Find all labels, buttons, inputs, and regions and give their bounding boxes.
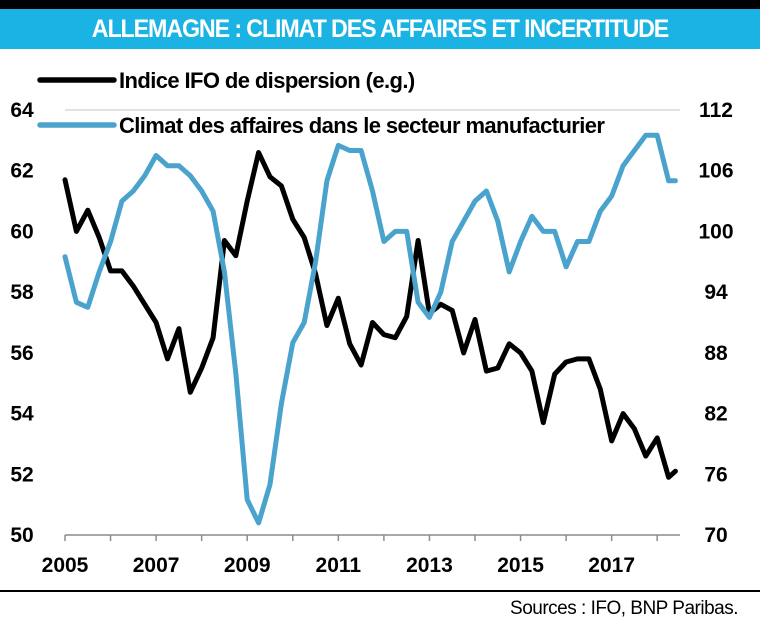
title-bar: ALLEMAGNE : CLIMAT DES AFFAIRES ET INCER…: [0, 9, 760, 49]
x-tick-label: 2007: [133, 554, 180, 577]
y-right-tick-label: 88: [704, 342, 728, 365]
y-left-tick-label: 62: [10, 160, 33, 183]
x-tick-label: 2005: [42, 554, 89, 577]
y-right-tick-label: 112: [699, 99, 733, 122]
y-right-tick-label: 100: [698, 220, 733, 243]
chart-title: ALLEMAGNE : CLIMAT DES AFFAIRES ET INCER…: [91, 15, 670, 43]
x-tick-label: 2017: [588, 554, 635, 577]
y-right-tick-label: 82: [704, 403, 727, 426]
x-tick-label: 2011: [316, 554, 362, 577]
y-right-tick-label: 70: [704, 524, 727, 547]
source-note: Sources : IFO, BNP Paribas.: [510, 598, 738, 619]
series-line-ifo-dispersion: [62, 150, 678, 480]
legend-label: Indice IFO de dispersion (e.g.): [119, 68, 415, 93]
y-right-tick-label: 76: [704, 463, 727, 486]
x-tick-label: 2013: [406, 554, 453, 577]
y-left-tick-label: 56: [10, 342, 33, 365]
legend-label: Climat des affaires dans le secteur manu…: [119, 113, 605, 138]
x-tick-label: 2009: [224, 554, 271, 577]
footer-divider: [0, 590, 760, 592]
y-left-tick-label: 50: [10, 524, 33, 547]
y-left-tick-label: 58: [10, 281, 34, 304]
top-border: [0, 0, 760, 9]
y-left-tick-label: 64: [10, 99, 34, 122]
y-right-tick-label: 106: [698, 160, 733, 183]
y-left-tick-label: 60: [10, 220, 33, 243]
y-left-tick-label: 52: [10, 463, 33, 486]
y-left-tick-label: 54: [10, 403, 34, 426]
y-right-tick-label: 94: [704, 281, 728, 304]
x-tick-label: 2015: [497, 554, 544, 577]
